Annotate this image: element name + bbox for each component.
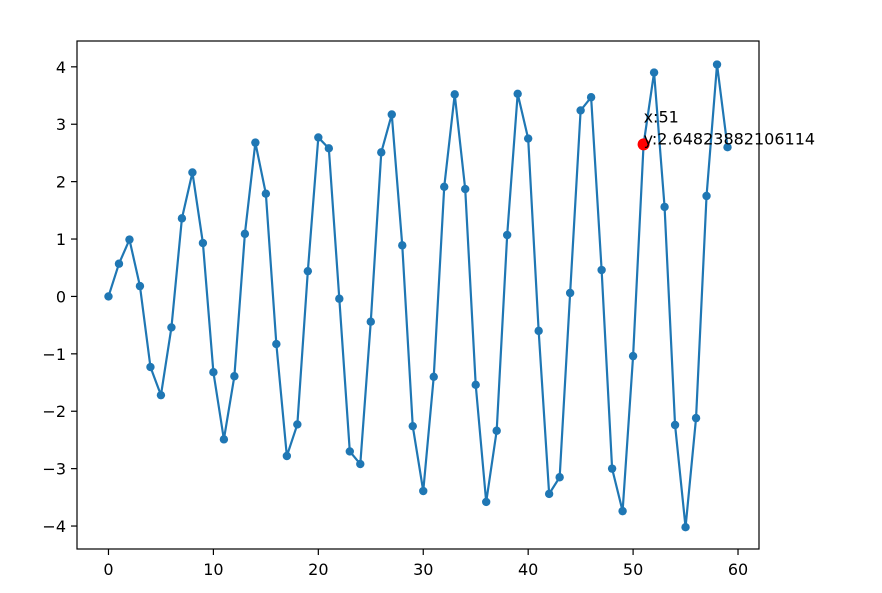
data-point [534, 326, 543, 336]
data-point [712, 60, 722, 69]
data-point [198, 238, 208, 248]
data-point [660, 202, 669, 212]
data-point [544, 489, 554, 499]
data-point [282, 451, 292, 461]
data-point [482, 497, 491, 507]
data-point [440, 182, 449, 191]
x-tick-label: 20 [308, 560, 328, 579]
data-point [723, 142, 732, 152]
data-point [565, 288, 575, 298]
y-tick-label: 0 [56, 287, 66, 306]
data-point [303, 266, 313, 276]
data-point [628, 351, 638, 361]
data-point [135, 281, 145, 291]
data-point [419, 486, 428, 496]
y-axis: −4 −3 −2 −1 0 1 2 3 4 [42, 58, 77, 536]
data-point [523, 134, 533, 143]
data-point [586, 93, 596, 102]
y-tick-label: −3 [42, 460, 66, 479]
data-point [293, 420, 302, 429]
x-tick-label: 30 [413, 560, 433, 579]
data-point [261, 189, 271, 198]
data-point [702, 191, 711, 201]
data-point [461, 184, 470, 194]
data-point [670, 420, 680, 430]
data-point [272, 339, 281, 349]
x-axis: 0 10 20 30 40 50 60 [103, 549, 748, 579]
data-point [324, 144, 334, 153]
data-point [597, 265, 606, 275]
y-tick-label: 4 [56, 58, 66, 77]
data-point [398, 241, 407, 250]
annotation-layer: x:51 y:2.64823882106114 [644, 107, 815, 148]
data-point [240, 229, 250, 239]
data-point [502, 230, 512, 240]
y-tick-label: 3 [56, 115, 66, 134]
data-point [167, 323, 176, 332]
data-point [219, 435, 229, 444]
data-point [649, 68, 659, 77]
data-point [356, 459, 365, 469]
data-point [177, 214, 187, 223]
annotation-x-text: x:51 [644, 107, 679, 126]
data-point [513, 89, 522, 99]
y-tick-label: −1 [42, 345, 66, 364]
y-tick-label: 1 [56, 230, 66, 249]
data-point [114, 259, 124, 268]
data-point [576, 106, 585, 115]
x-tick-label: 60 [728, 560, 748, 579]
data-point [156, 390, 166, 400]
data-point [230, 372, 239, 381]
data-point [607, 464, 617, 473]
y-tick-label: −4 [42, 517, 66, 536]
data-point [408, 421, 417, 431]
annotation-y-text: y:2.64823882106114 [644, 129, 815, 148]
data-point [471, 380, 480, 390]
highlight-point [637, 138, 650, 151]
data-point [492, 426, 501, 435]
y-tick-label: −2 [42, 402, 66, 421]
series-layer [104, 60, 732, 532]
series-line [107, 63, 729, 529]
data-point [429, 372, 438, 381]
data-point [335, 294, 344, 303]
plot-frame [76, 40, 760, 550]
data-point [450, 90, 459, 99]
data-point [366, 317, 375, 326]
data-point [387, 110, 396, 119]
data-point [314, 133, 323, 142]
data-point [188, 168, 197, 177]
data-point [104, 292, 113, 301]
data-point [345, 447, 354, 456]
data-point [209, 368, 218, 377]
data-point [555, 473, 564, 482]
x-tick-label: 10 [203, 560, 223, 579]
x-tick-label: 40 [518, 560, 538, 579]
x-tick-label: 50 [623, 560, 643, 579]
data-point [691, 413, 701, 423]
data-point [618, 506, 627, 516]
data-point [146, 362, 155, 372]
data-point [125, 235, 134, 244]
data-point [377, 148, 386, 157]
x-tick-label: 0 [103, 560, 113, 579]
data-point [251, 138, 260, 147]
y-tick-label: 2 [56, 173, 66, 192]
data-point [681, 522, 690, 532]
highlight-layer [637, 138, 650, 151]
